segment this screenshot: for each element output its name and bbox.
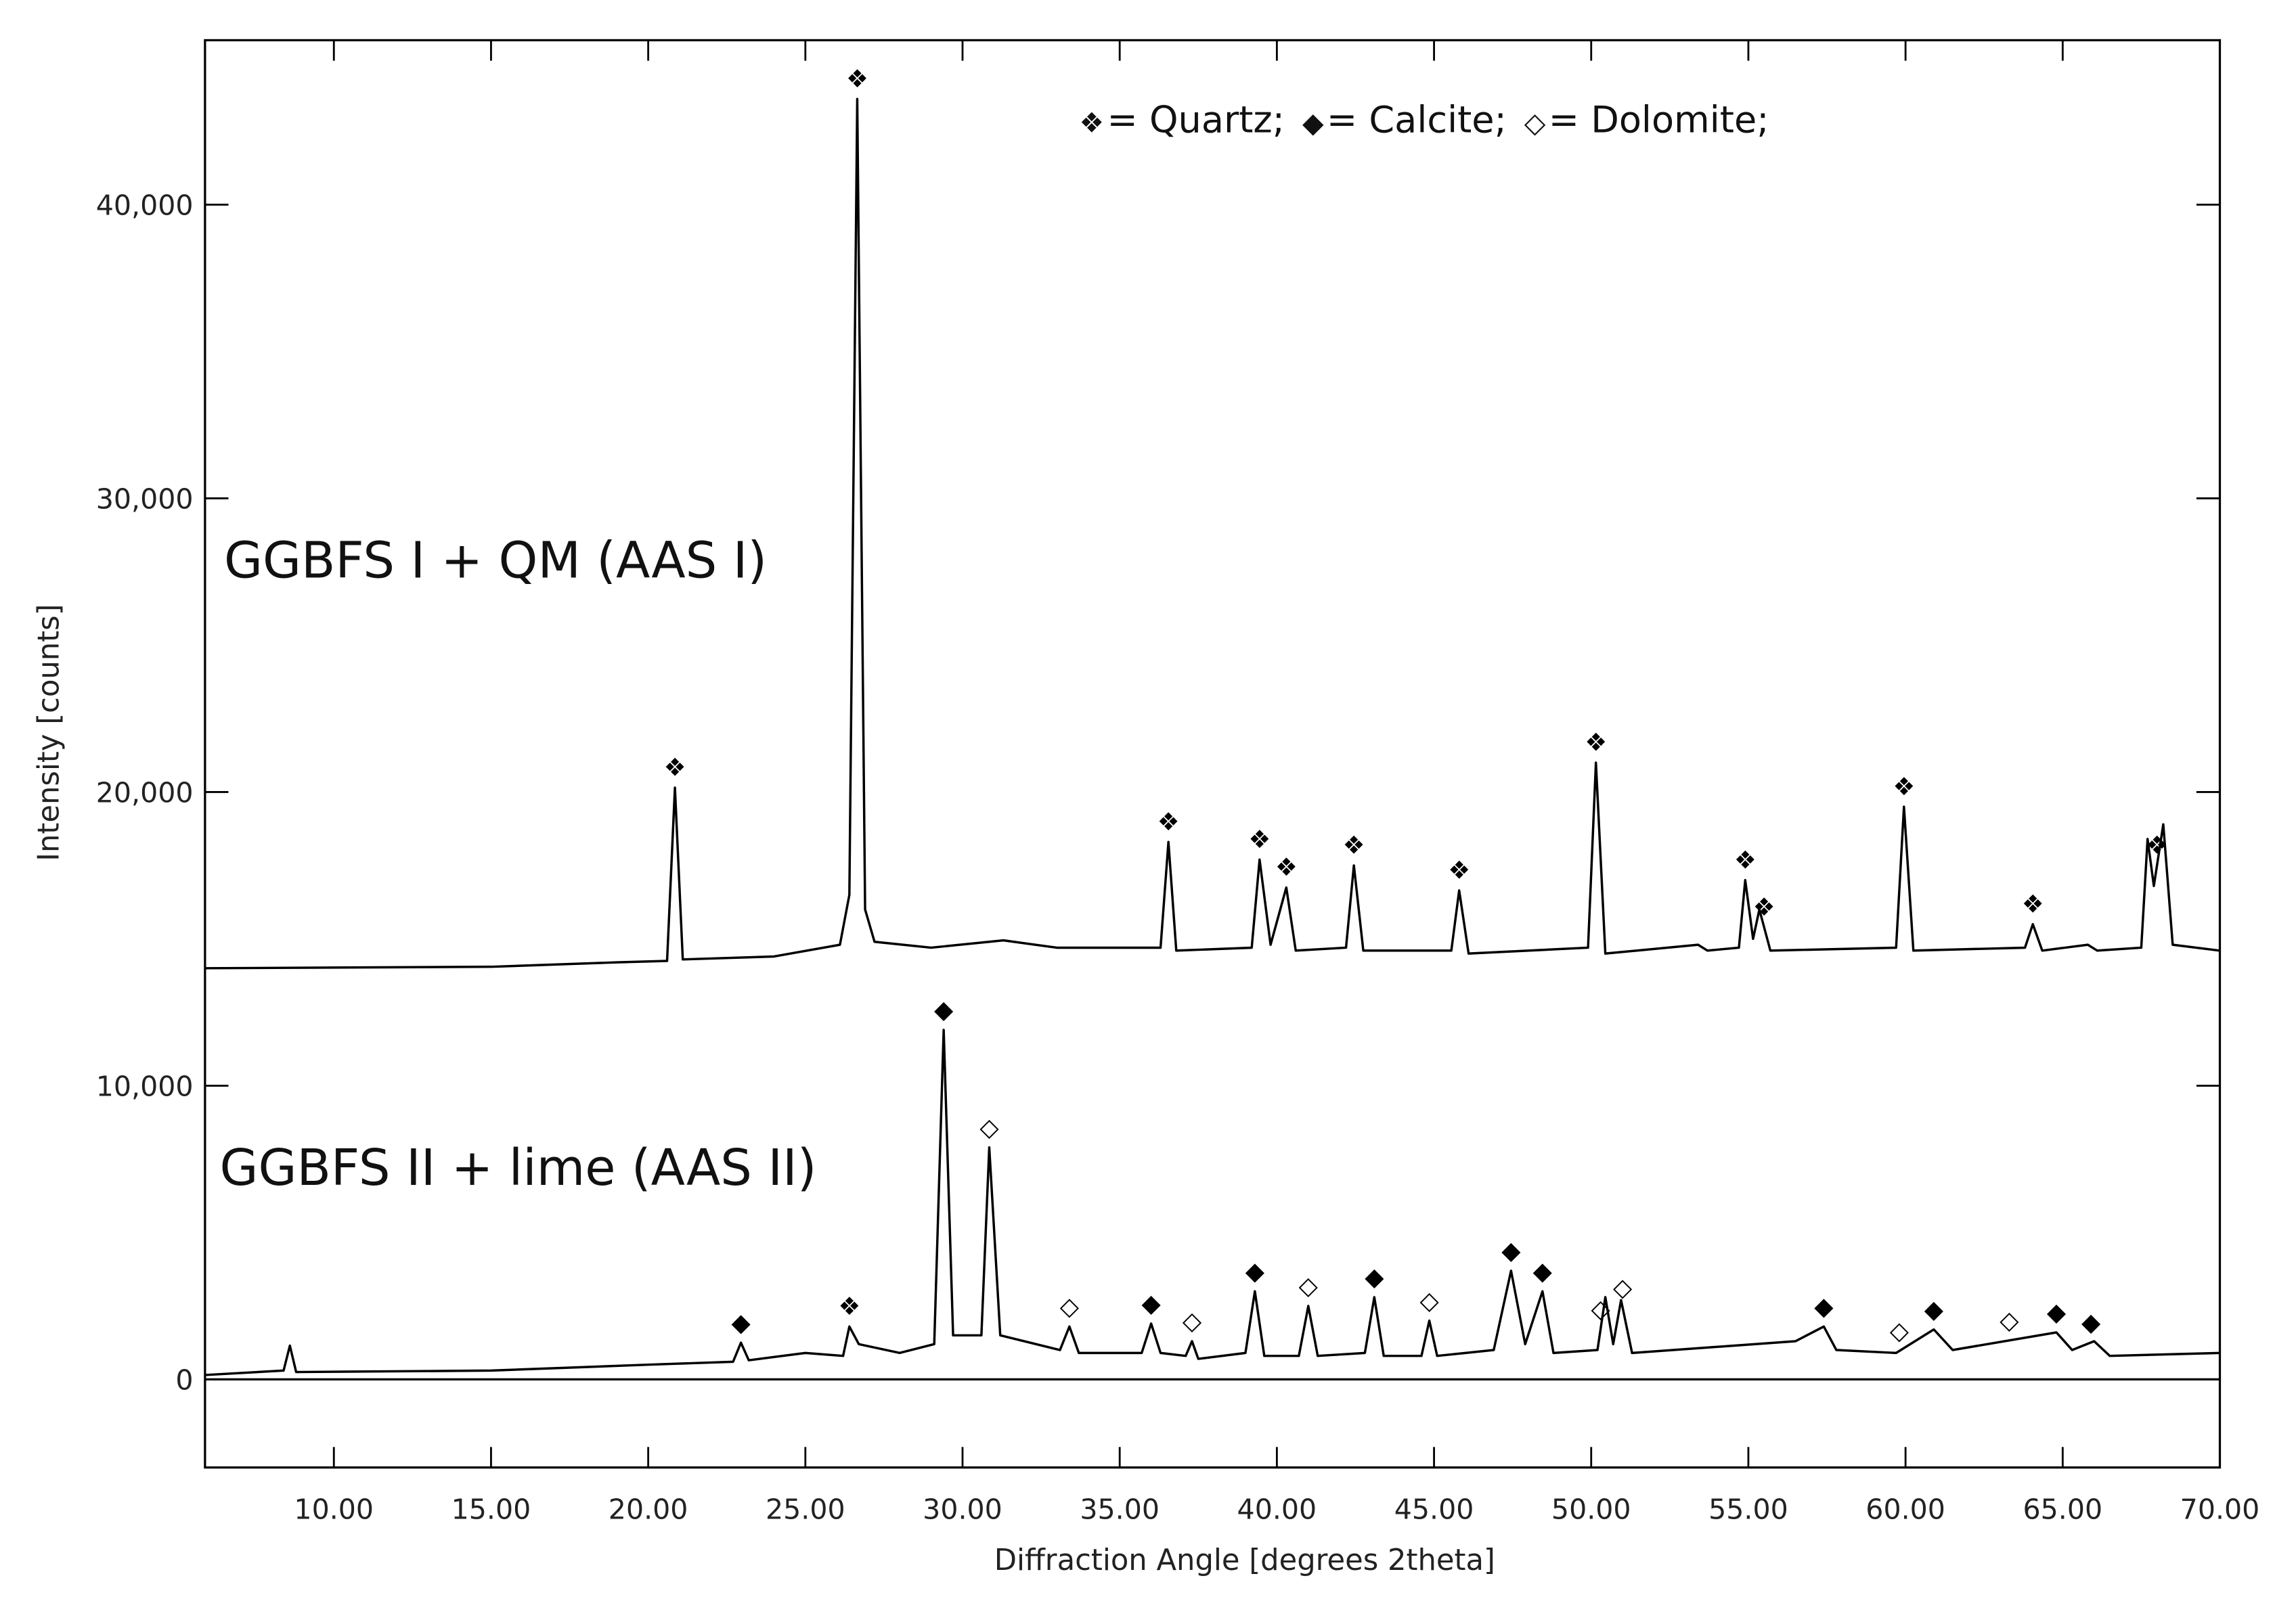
peak-marker: ◇ xyxy=(1890,1316,1909,1345)
peak-marker: ◇ xyxy=(1060,1292,1080,1321)
peak-marker: ◇ xyxy=(1419,1286,1439,1315)
peak-marker: ❖ xyxy=(1753,893,1775,922)
peak-marker: ❖ xyxy=(1157,807,1180,836)
plot-frame xyxy=(204,39,2222,1469)
legend: ❖ = Quartz; ◆ = Calcite; ◇ = Dolomite; xyxy=(1079,99,1769,141)
x-tick-label: 35.00 xyxy=(1080,1493,1160,1525)
x-tick-label: 40.00 xyxy=(1237,1493,1317,1525)
series-line xyxy=(204,97,2220,970)
x-tick-label: 25.00 xyxy=(766,1493,845,1525)
peak-marker: ❖ xyxy=(1448,856,1470,885)
y-axis-title: Intensity [counts] xyxy=(32,604,66,861)
x-tick-label: 60.00 xyxy=(1866,1493,1945,1525)
peak-marker: ❖ xyxy=(1734,845,1757,874)
peak-marker: ◆ xyxy=(934,995,954,1025)
peak-marker: ◇ xyxy=(2000,1306,2019,1335)
legend-symbol: ❖ xyxy=(1079,107,1104,139)
peak-marker: ❖ xyxy=(838,1292,860,1321)
peak-marker: ❖ xyxy=(1343,831,1365,860)
y-tick-label: 0 xyxy=(175,1364,193,1397)
x-tick-label: 55.00 xyxy=(1708,1493,1788,1525)
peak-marker: ◆ xyxy=(1814,1292,1834,1321)
peak-marker: ◆ xyxy=(731,1308,751,1337)
peak-marker: ❖ xyxy=(846,64,868,93)
peak-marker: ◆ xyxy=(1501,1236,1521,1265)
peak-marker: ◆ xyxy=(1141,1289,1161,1318)
peak-marker: ◆ xyxy=(1924,1295,1944,1324)
peak-marker: ◆ xyxy=(1245,1257,1265,1286)
x-tick-label: 20.00 xyxy=(609,1493,688,1525)
peak-marker: ◆ xyxy=(2081,1308,2101,1337)
peak-marker: ◇ xyxy=(979,1112,999,1142)
legend-label: = Dolomite; xyxy=(1549,99,1769,141)
x-tick-label: 70.00 xyxy=(2180,1493,2260,1525)
peak-marker: ❖ xyxy=(2022,889,2044,918)
peak-marker: ◇ xyxy=(1613,1273,1633,1302)
y-tick-label: 20,000 xyxy=(96,777,194,809)
x-tick-label: 65.00 xyxy=(2023,1493,2102,1525)
legend-label: = Quartz; xyxy=(1107,99,1285,141)
peak-marker: ◆ xyxy=(2047,1298,2067,1327)
peak-marker: ◆ xyxy=(1533,1257,1553,1286)
peak-marker: ◆ xyxy=(1365,1263,1384,1292)
peak-marker: ❖ xyxy=(1248,825,1271,854)
peak-marker: ❖ xyxy=(1275,853,1298,882)
x-tick-label: 50.00 xyxy=(1551,1493,1631,1525)
peak-marker: ❖ xyxy=(664,753,686,782)
legend-symbol: ◇ xyxy=(1524,107,1546,139)
y-tick-label: 40,000 xyxy=(96,189,194,222)
y-tick-label: 30,000 xyxy=(96,483,194,516)
peak-marker: ❖ xyxy=(1585,728,1607,757)
y-tick-label: 10,000 xyxy=(96,1071,194,1103)
peak-marker: ❖ xyxy=(2146,831,2168,860)
x-tick-label: 30.00 xyxy=(923,1493,1002,1525)
series-label: GGBFS II + lime (AAS II) xyxy=(219,1140,816,1197)
series-line xyxy=(204,1029,2220,1376)
x-tick-label: 45.00 xyxy=(1394,1493,1474,1525)
x-tick-label: 10.00 xyxy=(294,1493,374,1525)
legend-symbol: ◆ xyxy=(1302,107,1324,139)
x-axis-title: Diffraction Angle [degrees 2theta] xyxy=(994,1544,1495,1577)
peak-marker: ◇ xyxy=(1591,1294,1611,1323)
legend-label: = Calcite; xyxy=(1327,99,1507,141)
peak-marker: ◇ xyxy=(1183,1307,1202,1336)
series-label: GGBFS I + QM (AAS I) xyxy=(224,532,767,589)
x-tick-label: 15.00 xyxy=(451,1493,531,1525)
peak-marker: ❖ xyxy=(1893,772,1915,801)
peak-marker: ◇ xyxy=(1299,1272,1319,1301)
